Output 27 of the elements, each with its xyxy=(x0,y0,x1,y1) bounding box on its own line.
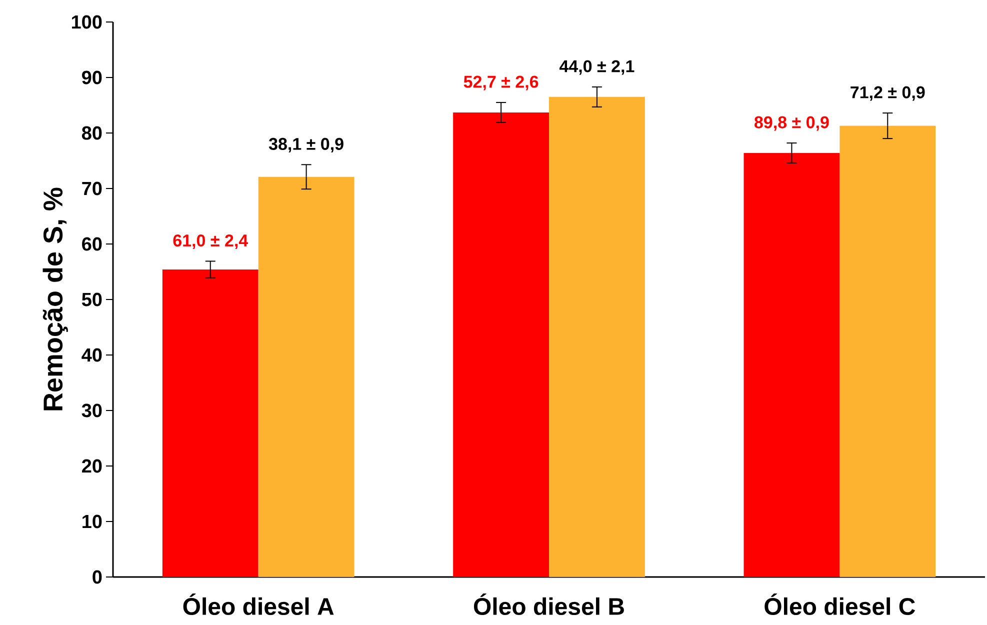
bar xyxy=(744,152,840,577)
annotation: 61,0 ± 2,4 xyxy=(173,234,248,249)
bar xyxy=(453,112,550,577)
annotation: 38,1 ± 0,9 xyxy=(268,138,344,152)
x-tick-label: Óleo diesel A xyxy=(183,594,334,616)
annotation: 52,7 ± 2,6 xyxy=(464,76,538,90)
y-axis-title: Remoção de S, % xyxy=(42,188,68,410)
y-tick-label: 30 xyxy=(82,404,102,418)
bar xyxy=(549,96,645,577)
x-tick-label: Óleo diesel B xyxy=(474,594,624,616)
bar xyxy=(840,126,936,577)
bar xyxy=(258,176,354,577)
y-tick-label: 10 xyxy=(82,514,102,528)
y-tick-label: 90 xyxy=(82,70,102,84)
y-tick-label: 40 xyxy=(82,348,102,362)
y-tick-label: 70 xyxy=(82,182,102,196)
y-tick-label: 0 xyxy=(92,570,102,584)
annotation: 71,2 ± 0,9 xyxy=(850,86,925,101)
y-tick-label: 100 xyxy=(72,15,102,29)
bar xyxy=(162,270,258,577)
annotation: 89,8 ± 0,9 xyxy=(754,116,829,131)
x-tick-label: Óleo diesel C xyxy=(764,594,916,616)
y-tick-label: 80 xyxy=(82,126,102,140)
annotation: 44,0 ± 2,1 xyxy=(559,60,634,75)
y-tick-label: 60 xyxy=(82,237,102,251)
y-tick-label: 20 xyxy=(82,459,102,473)
y-tick-label: 50 xyxy=(82,292,102,306)
